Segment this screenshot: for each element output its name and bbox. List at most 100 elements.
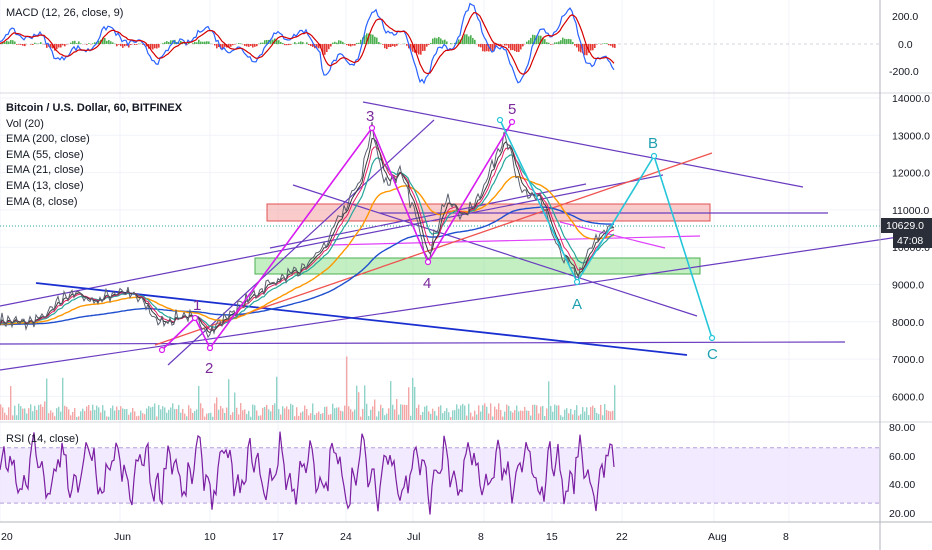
macd-histogram-bar: [146, 44, 148, 47]
rsi-legend[interactable]: RSI (14, close): [6, 433, 79, 445]
wave-point: [508, 118, 516, 126]
price-tick-label: 8000.0: [892, 317, 924, 329]
impulse-wave-label: 4: [423, 275, 431, 292]
volume-bar: [602, 415, 604, 420]
legend-ema-13[interactable]: EMA (13, close): [6, 180, 84, 192]
macd-histogram-bar: [518, 44, 520, 52]
macd-histogram-bar: [346, 44, 348, 46]
macd-pane[interactable]: [0, 0, 880, 92]
volume-bar: [218, 409, 220, 420]
macd-histogram-bar: [480, 44, 482, 48]
macd-histogram-bar: [484, 44, 486, 52]
macd-legend[interactable]: MACD (12, 26, close, 9): [6, 7, 123, 19]
price-axis[interactable]: [880, 0, 932, 522]
macd-histogram-bar: [64, 44, 66, 47]
volume-bar: [260, 415, 262, 420]
impulse-wave-label: 1: [193, 297, 201, 314]
volume-bar: [356, 385, 358, 420]
macd-histogram-bar: [208, 41, 210, 44]
macd-histogram-bar: [280, 41, 282, 44]
macd-histogram-bar: [124, 44, 126, 47]
macd-histogram-bar: [326, 44, 328, 53]
macd-histogram-bar: [394, 44, 396, 47]
volume-bar: [246, 414, 248, 420]
time-tick-label: 8: [478, 531, 484, 543]
elliott-wave-drawing[interactable]: 1 2 3 4 5 A B C: [158, 101, 719, 377]
volume-bar: [50, 410, 52, 420]
macd-histogram-bar: [548, 42, 550, 44]
volume-bars: [0, 356, 616, 420]
volume-bar: [530, 415, 532, 420]
macd-histogram-bar: [80, 43, 82, 44]
volume-bar: [562, 416, 564, 420]
macd-histogram-bar: [386, 44, 388, 50]
volume-bar: [24, 408, 26, 420]
volume-bar: [522, 410, 524, 420]
macd-histogram-bar: [276, 40, 278, 44]
macd-histogram-bar: [46, 44, 48, 48]
macd-histogram-bar: [464, 34, 466, 44]
macd-histogram-bar: [442, 40, 444, 44]
main-legend[interactable]: Bitcoin / U.S. Dollar, 60, BITFINEX Vol …: [6, 102, 183, 208]
macd-histogram-bar: [520, 44, 522, 50]
volume-bar: [38, 404, 40, 420]
macd-histogram-bar: [104, 38, 106, 44]
macd-histogram-bar: [512, 44, 514, 51]
macd-histogram-bar: [576, 44, 578, 48]
macd-histogram-bar: [574, 44, 576, 46]
legend-ema-21[interactable]: EMA (21, close): [6, 164, 84, 176]
volume-bar: [150, 407, 152, 420]
macd-histogram-bar: [180, 40, 182, 44]
macd-histogram-bar: [424, 44, 426, 51]
volume-bar: [90, 410, 92, 420]
macd-histogram-bar: [542, 37, 544, 44]
volume-bar: [82, 408, 84, 420]
macd-histogram-bar: [556, 42, 558, 44]
volume-bar: [206, 413, 208, 420]
volume-bar: [130, 412, 132, 420]
macd-histogram-bar: [364, 35, 366, 44]
volume-bar: [320, 413, 322, 420]
volume-bar: [226, 407, 228, 420]
volume-bar: [524, 406, 526, 420]
macd-histogram-bar: [240, 43, 242, 44]
volume-bar: [438, 406, 440, 420]
volume-bar: [408, 387, 410, 420]
macd-histogram-bar: [188, 42, 190, 44]
volume-bar: [120, 406, 122, 420]
volume-bar: [146, 408, 148, 420]
macd-histogram-bar: [392, 44, 394, 47]
volume-bar: [538, 413, 540, 420]
macd-histogram-bar: [250, 44, 252, 46]
volume-bar: [72, 412, 74, 420]
legend-ema-55[interactable]: EMA (55, close): [6, 149, 84, 161]
axis-labels: 14000.013000.012000.011000.010000.09000.…: [1, 93, 930, 543]
volume-bar: [228, 379, 230, 420]
volume-bar: [98, 407, 100, 420]
macd-histogram-bar: [474, 39, 476, 44]
macd-histogram-bar: [510, 44, 512, 51]
legend-volume[interactable]: Vol (20): [6, 118, 44, 130]
macd-histogram-bar: [216, 44, 218, 49]
macd-histogram-bar: [110, 41, 112, 44]
diagonal-trend: [167, 119, 435, 366]
volume-bar: [68, 409, 70, 420]
volume-bar: [280, 414, 282, 420]
corrective-wave-label: C: [707, 346, 718, 363]
macd-histogram-bar: [534, 35, 536, 44]
volume-bar: [86, 406, 88, 420]
volume-bar: [274, 403, 276, 420]
volume-bar: [316, 413, 318, 420]
volume-bar: [526, 410, 528, 420]
macd-histogram-bar: [528, 40, 530, 44]
macd-histogram-bar: [358, 42, 360, 44]
macd-histogram-bar: [32, 44, 34, 45]
price-tick-label: 14000.0: [892, 93, 930, 105]
symbol-title[interactable]: Bitcoin / U.S. Dollar, 60, BITFINEX: [6, 102, 183, 114]
macd-histogram-bar: [454, 42, 456, 44]
macd-histogram-bar: [380, 43, 382, 44]
legend-ema-200[interactable]: EMA (200, close): [6, 133, 90, 145]
legend-ema-8[interactable]: EMA (8, close): [6, 196, 78, 208]
volume-bar: [436, 415, 438, 420]
